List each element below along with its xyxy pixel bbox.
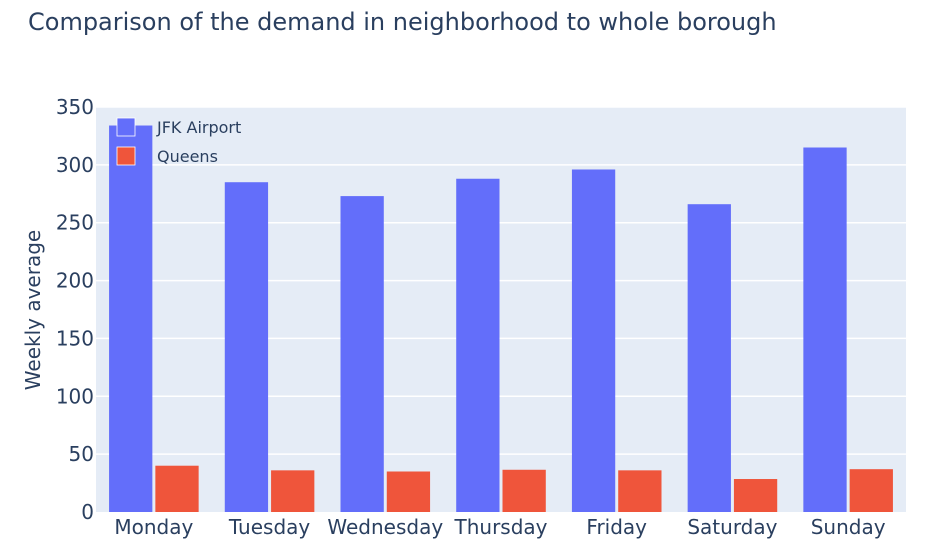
y-tick-label: 300 (56, 153, 94, 177)
bar-jfk-airport-tuesday[interactable] (224, 182, 269, 512)
bar-queens-saturday[interactable] (733, 479, 778, 512)
legend-label: JFK Airport (156, 118, 241, 137)
y-tick-label: 0 (81, 500, 94, 524)
legend[interactable]: JFK Airport Queens (116, 117, 241, 166)
bar-queens-wednesday[interactable] (386, 471, 431, 513)
x-tick-label: Tuesday (228, 515, 311, 539)
legend-swatch (116, 146, 136, 166)
plot-area (96, 107, 906, 512)
bar-jfk-airport-thursday[interactable] (456, 178, 500, 512)
bar-queens-friday[interactable] (618, 470, 662, 512)
bar-jfk-airport-friday[interactable] (571, 169, 616, 512)
y-tick-label: 200 (56, 269, 94, 293)
bar-jfk-airport-sunday[interactable] (803, 147, 847, 513)
y-tick-label: 100 (56, 384, 94, 408)
x-tick-label: Saturday (687, 515, 777, 539)
bar-queens-monday[interactable] (155, 465, 199, 512)
x-tick-label: Wednesday (327, 515, 443, 539)
bars (109, 125, 893, 513)
bar-queens-thursday[interactable] (502, 469, 546, 512)
legend-swatch (116, 117, 136, 137)
legend-label: Queens (157, 147, 218, 166)
chart-title: Comparison of the demand in neighborhood… (28, 8, 777, 36)
y-tick-label: 250 (56, 211, 94, 235)
x-tick-label: Friday (586, 515, 647, 539)
bar-jfk-airport-saturday[interactable] (687, 204, 731, 512)
bar-queens-tuesday[interactable] (271, 470, 315, 512)
bar-jfk-airport-monday[interactable] (109, 125, 153, 512)
y-axis-ticks: 0 50 100 150 200 250 300 350 (56, 95, 94, 524)
legend-item[interactable]: JFK Airport (116, 117, 241, 137)
x-tick-label: Sunday (811, 515, 886, 539)
y-tick-label: 50 (69, 442, 94, 466)
x-tick-label: Monday (114, 515, 193, 539)
y-axis-title: Weekly average (21, 230, 45, 390)
x-tick-label: Thursday (454, 515, 548, 539)
x-axis-ticks: Monday Tuesday Wednesday Thursday Friday Satu… (114, 515, 885, 539)
y-tick-label: 350 (56, 95, 94, 119)
bar-jfk-airport-wednesday[interactable] (340, 196, 384, 512)
bar-queens-sunday[interactable] (849, 469, 893, 512)
y-tick-label: 150 (56, 326, 94, 350)
legend-item[interactable]: Queens (116, 146, 218, 166)
